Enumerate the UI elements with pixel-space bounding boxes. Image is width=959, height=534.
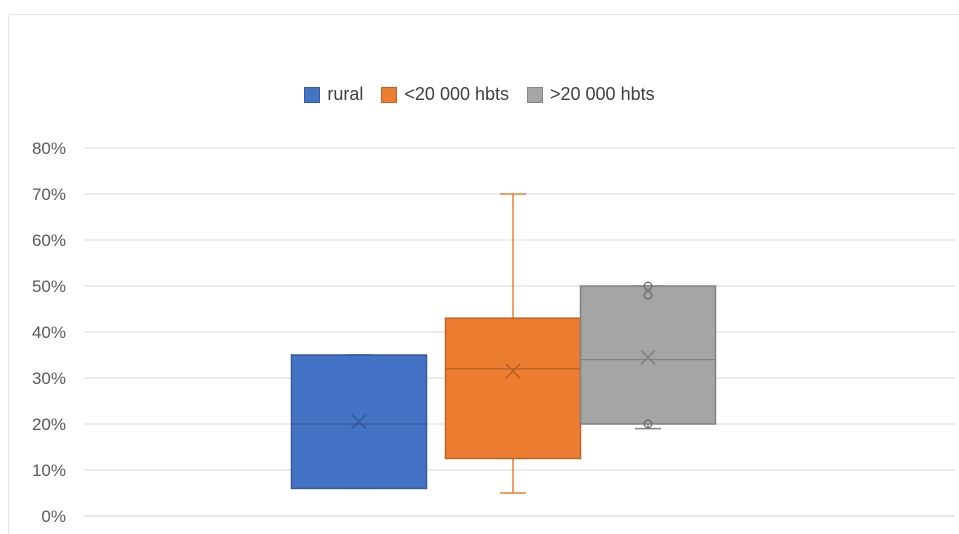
- mean-marker: [505, 363, 521, 379]
- outlier-point: [643, 419, 653, 429]
- outlier-point: [643, 290, 653, 300]
- legend-item-small-towns: <20 000 hbts: [381, 84, 509, 105]
- y-tick-label: 50%: [32, 277, 66, 296]
- y-tick-label: 70%: [32, 185, 66, 204]
- y-tick-label: 30%: [32, 369, 66, 388]
- legend-swatch-large-towns: [527, 86, 543, 103]
- legend-label-small-towns: <20 000 hbts: [404, 84, 509, 104]
- mean-marker: [351, 414, 367, 430]
- frame-border-top: [8, 14, 959, 15]
- legend-swatch-small-towns: [381, 86, 398, 103]
- mean-marker: [640, 349, 656, 365]
- y-tick-label: 10%: [32, 461, 66, 480]
- y-tick-label: 20%: [32, 415, 66, 434]
- legend-item-rural: rural: [304, 84, 363, 105]
- frame-border-left: [8, 14, 9, 534]
- y-tick-label: 60%: [32, 231, 66, 250]
- y-tick-label: 80%: [32, 139, 66, 158]
- legend-label-large-towns: >20 000 hbts: [550, 84, 655, 104]
- y-tick-label: 0%: [41, 507, 66, 526]
- legend-label-rural: rural: [327, 84, 364, 104]
- chart-legend: rural <20 000 hbts >20 000 hbts: [0, 84, 959, 105]
- box-iqr: [579, 285, 717, 425]
- box-iqr: [444, 317, 582, 460]
- y-tick-label: 40%: [32, 323, 66, 342]
- legend-swatch-rural: [304, 86, 321, 103]
- legend-item-large-towns: >20 000 hbts: [527, 84, 655, 105]
- outlier-point: [643, 281, 653, 291]
